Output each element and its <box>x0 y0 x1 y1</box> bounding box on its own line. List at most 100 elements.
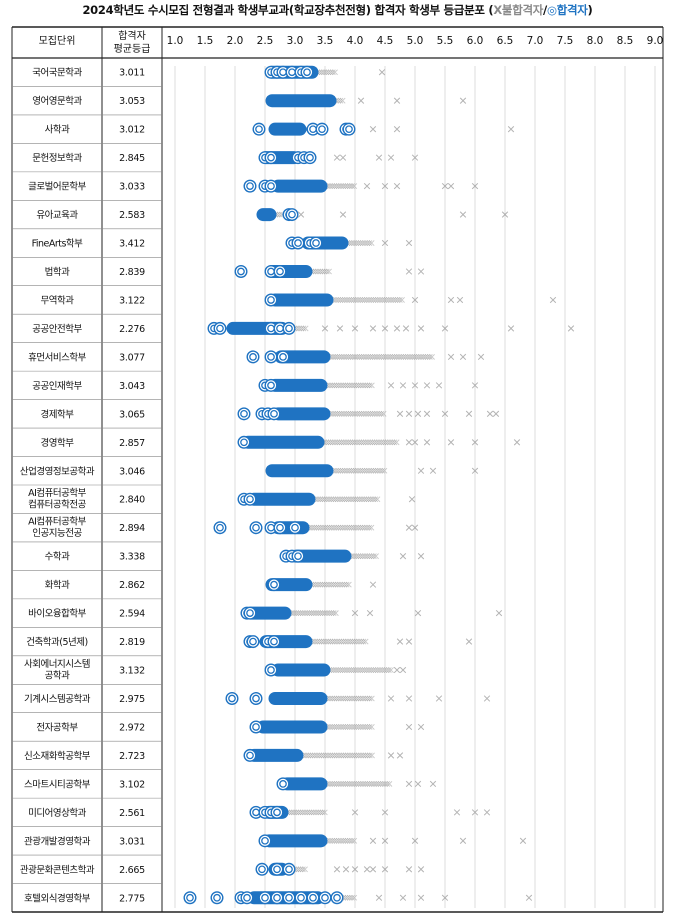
fail-mark <box>335 297 342 303</box>
fail-mark <box>385 297 392 303</box>
pass-mark <box>264 179 278 193</box>
fail-mark <box>321 581 328 588</box>
fail-mark <box>293 610 300 617</box>
fail-mark <box>404 353 411 360</box>
fail-mark <box>399 894 407 901</box>
fail-mark <box>335 724 342 730</box>
fail-mark <box>349 695 355 702</box>
fail-mark <box>320 638 327 645</box>
fail-mark <box>405 695 413 702</box>
fail-mark <box>339 97 346 104</box>
fail-mark <box>471 439 479 446</box>
fail-mark <box>353 724 360 730</box>
fail-mark <box>349 837 355 844</box>
fail-mark <box>329 837 336 844</box>
table-row: 경제학부 3.065 <box>12 407 500 429</box>
fail-mark <box>381 325 389 332</box>
fail-mark <box>384 439 391 446</box>
avg-grade: 3.046 <box>119 466 145 477</box>
fail-mark <box>352 667 359 673</box>
fail-mark <box>366 382 373 389</box>
fail-mark <box>379 467 386 474</box>
fail-mark <box>366 297 372 303</box>
fail-mark <box>318 69 325 76</box>
fail-mark <box>346 297 353 303</box>
fail-mark <box>347 410 354 417</box>
fail-mark <box>456 296 464 304</box>
fail-mark <box>308 610 315 617</box>
fail-mark <box>349 780 355 787</box>
fail-mark <box>389 439 396 446</box>
fail-mark <box>396 752 404 759</box>
fail-mark <box>343 496 350 503</box>
table-row: 문헌정보학과 2.845 <box>12 151 419 173</box>
fail-mark <box>366 467 372 474</box>
avg-grade: 3.338 <box>119 552 145 563</box>
pass-band <box>289 549 352 563</box>
fail-mark <box>351 809 359 816</box>
fail-mark <box>383 297 390 303</box>
fail-mark <box>370 553 377 560</box>
fail-mark <box>471 467 479 474</box>
pass-mark-inner <box>249 353 257 361</box>
pass-mark <box>270 805 284 819</box>
fail-mark <box>387 154 395 161</box>
table-row: 호텔외식경영학부 2.775 <box>24 891 533 905</box>
fail-mark <box>354 439 360 446</box>
fail-mark <box>426 353 433 360</box>
dept-name: 영어영문학과 <box>32 96 82 107</box>
fail-mark <box>355 467 361 474</box>
fail-mark <box>304 610 311 617</box>
fail-mark <box>302 610 308 617</box>
avg-grade: 2.862 <box>119 580 145 591</box>
fail-mark <box>308 809 315 816</box>
fail-mark <box>329 752 336 759</box>
fail-mark <box>340 638 347 645</box>
x-tick-labels: 1.0 1.5 2.0 2.5 3.0 3.5 4.0 4.5 5.0 5.5 6.0 6.5 7.0 7… <box>167 35 664 47</box>
fail-mark <box>343 439 349 446</box>
fail-mark <box>351 553 357 560</box>
pass-mark <box>225 692 239 706</box>
pass-mark <box>264 350 278 364</box>
fail-mark <box>344 667 350 673</box>
fail-mark <box>362 780 369 787</box>
fail-mark <box>344 752 351 759</box>
pass-mark-inner <box>186 893 194 902</box>
pass-mark <box>264 663 278 677</box>
fail-mark <box>396 297 403 303</box>
fail-mark <box>374 667 381 673</box>
fail-mark <box>319 268 326 275</box>
legend-sep: / <box>543 3 547 17</box>
fail-mark <box>323 581 330 588</box>
fail-mark <box>376 439 382 446</box>
pass-mark-inner <box>261 836 269 845</box>
fail-mark <box>378 439 385 446</box>
fail-mark <box>365 439 371 446</box>
fail-mark <box>338 695 344 702</box>
avg-grade: 3.011 <box>119 68 145 79</box>
pass-mark <box>267 578 281 592</box>
fail-mark <box>351 240 357 246</box>
fail-mark <box>324 610 330 617</box>
fail-mark <box>339 467 346 474</box>
table-row: 수학과 3.338 <box>12 549 425 571</box>
pass-mark <box>276 777 290 791</box>
fail-mark <box>459 837 467 844</box>
pass-mark <box>264 293 278 307</box>
avg-grade: 2.775 <box>119 893 145 904</box>
dept-name: 컴퓨터공학전공 <box>28 499 86 511</box>
fail-mark <box>369 126 377 133</box>
fail-mark <box>334 581 341 588</box>
fail-mark <box>441 410 449 417</box>
fail-mark <box>424 353 431 360</box>
fail-mark <box>337 524 344 531</box>
dept-name: 전자공학부 <box>36 722 78 733</box>
fail-mark <box>346 382 353 389</box>
fail-mark <box>327 382 333 389</box>
fail-mark <box>369 353 376 360</box>
fail-mark <box>329 695 336 702</box>
fail-mark <box>331 695 338 702</box>
fail-mark <box>347 752 353 759</box>
fail-mark <box>379 780 386 787</box>
fail-mark <box>342 780 349 787</box>
